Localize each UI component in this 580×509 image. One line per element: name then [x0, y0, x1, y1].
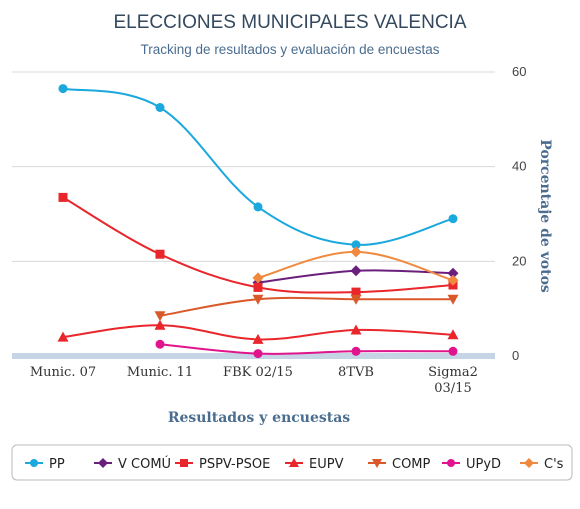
legend-marker [524, 458, 534, 468]
legend-item-pp: PP [25, 457, 65, 472]
data-point-pp [448, 214, 458, 224]
legend-label: V COMÚ [118, 456, 171, 472]
x-tick-label: Sigma2 03/15 [428, 365, 478, 396]
y-axis-title: Porcentaje de votos [537, 139, 553, 293]
legend-label: EUPV [309, 457, 344, 472]
data-point-comp [154, 311, 166, 322]
x-tick-label-line: Sigma2 [428, 365, 478, 380]
data-point-pspv-psoe [351, 287, 361, 297]
x-tick-label-line: Munic. 07 [30, 365, 96, 380]
data-point-comp [447, 294, 459, 305]
x-tick-label-line: FBK 02/15 [223, 365, 293, 380]
legend-label: COMP [392, 457, 431, 472]
gridlines [12, 71, 495, 262]
x-tick-label: Munic. 07 [30, 365, 96, 380]
chart-subtitle: Tracking de resultados y evaluación de e… [141, 42, 440, 57]
legend-item-eupv: EUPV [285, 457, 344, 472]
data-point-eupv [252, 333, 264, 344]
data-point-eupv [447, 329, 459, 340]
series-line-comp [159, 296, 453, 317]
legend-label: PSPV-PSOE [199, 457, 270, 472]
data-point-pspv-psoe [58, 192, 68, 202]
series-c-s [252, 246, 459, 286]
legend-item-v-com: V COMÚ [94, 456, 171, 472]
data-point-eupv [154, 319, 166, 330]
data-point-pp [351, 240, 361, 250]
data-point-upyd [448, 346, 458, 356]
y-tick-label: 0 [512, 348, 519, 363]
legend-label: PP [49, 457, 65, 472]
x-tick-label: 8TVB [338, 365, 374, 380]
x-axis-band [12, 353, 495, 359]
legend-item-upyd: UPyD [442, 457, 501, 472]
data-point-c-s [252, 272, 264, 284]
series-upyd [155, 339, 458, 359]
x-tick-label: FBK 02/15 [223, 365, 293, 380]
legend-marker [30, 459, 38, 467]
data-point-comp [252, 294, 264, 305]
legend-marker [98, 458, 108, 468]
y-tick-labels: 0 20 40 60 [512, 64, 526, 363]
legend-marker [372, 459, 382, 468]
series-comp [154, 294, 459, 322]
x-tick-labels: Munic. 07 Munic. 11 FBK 02/15 8TVB Sigma2 03/… [30, 365, 478, 396]
chart-title: ELECCIONES MUNICIPALES VALENCIA [113, 12, 466, 33]
data-point-pspv-psoe [155, 249, 165, 259]
data-point-upyd [253, 349, 263, 359]
y-tick-label: 60 [512, 64, 526, 79]
data-point-comp [350, 294, 362, 305]
data-point-pp [58, 84, 68, 94]
data-point-upyd [351, 346, 361, 356]
x-tick-label: Munic. 11 [127, 365, 193, 380]
legend-item-c-s: C's [520, 457, 564, 472]
data-point-c-s [350, 246, 362, 258]
y-tick-label: 40 [512, 159, 526, 174]
data-point-upyd [155, 339, 165, 349]
legend-marker [447, 459, 455, 467]
legend: PP V COMÚ PSPV-PSOE EUPV COMP UPyD C's [25, 456, 564, 472]
series-line-upyd [159, 343, 454, 355]
series-lines [57, 84, 459, 359]
x-tick-label-line: 8TVB [338, 365, 374, 380]
series-eupv [57, 319, 459, 344]
data-point-pp [253, 202, 263, 212]
data-point-pspv-psoe [253, 282, 263, 292]
data-point-eupv [57, 331, 69, 342]
y-tick-label: 20 [512, 253, 526, 268]
legend-item-pspv-psoe: PSPV-PSOE [175, 457, 270, 472]
data-point-v-com [447, 267, 459, 279]
legend-label: C's [544, 457, 564, 472]
legend-label: UPyD [466, 457, 501, 472]
x-axis-title: Resultados y encuestas [168, 410, 350, 426]
data-point-c-s [447, 274, 459, 286]
data-point-eupv [350, 324, 362, 335]
data-point-v-com [350, 265, 362, 277]
legend-item-comp: COMP [368, 457, 431, 472]
data-point-pp [155, 103, 165, 112]
legend-marker [289, 458, 299, 467]
x-tick-label-line: 03/15 [434, 381, 471, 396]
legend-marker [180, 459, 188, 467]
x-tick-label-line: Munic. 11 [127, 365, 193, 380]
series-pp [58, 84, 458, 250]
